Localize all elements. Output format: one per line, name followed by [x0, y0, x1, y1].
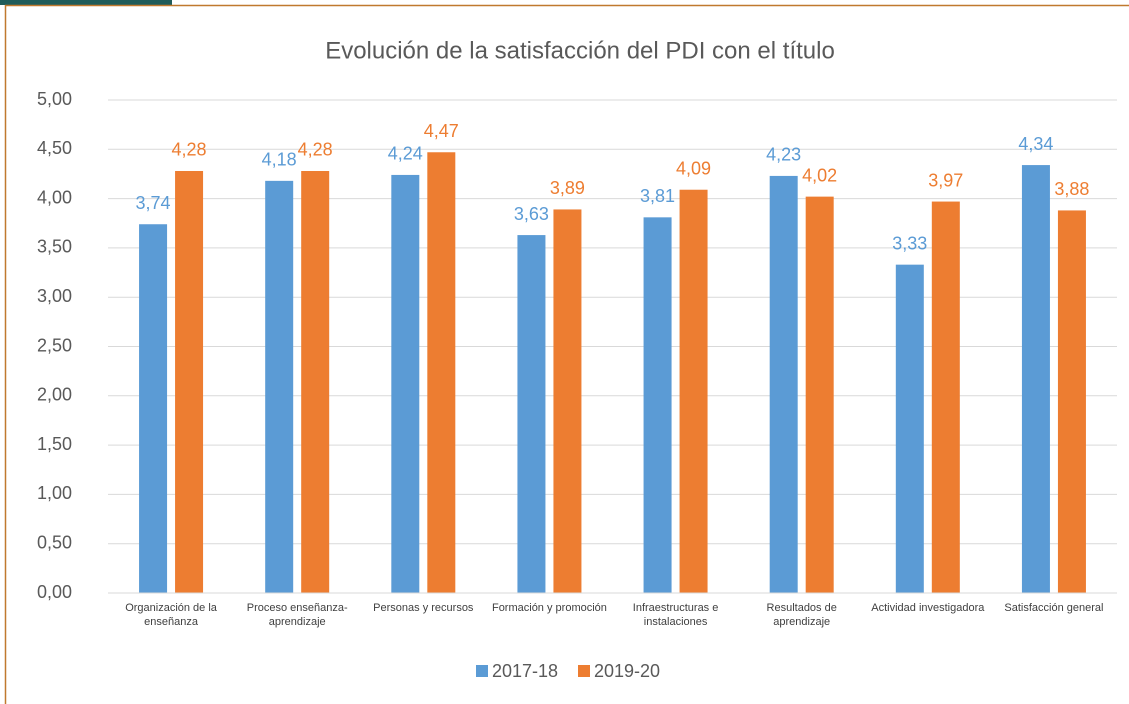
bar [1021, 165, 1050, 594]
data-label: 4,23 [766, 145, 801, 165]
data-label: 4,28 [298, 140, 333, 160]
bar [895, 264, 924, 593]
y-tick-label: 0,50 [37, 532, 72, 552]
data-label: 4,09 [676, 158, 711, 178]
bar [769, 175, 798, 593]
data-label: 4,24 [388, 144, 423, 164]
y-tick-label: 0,00 [37, 582, 72, 602]
bar [553, 209, 582, 594]
data-label: 4,02 [802, 165, 837, 185]
legend-label: 2017-18 [492, 661, 558, 681]
y-tick-label: 2,50 [37, 335, 72, 355]
data-label: 3,89 [550, 178, 585, 198]
y-tick-label: 4,50 [37, 138, 72, 158]
data-label: 3,63 [514, 204, 549, 224]
data-label: 3,33 [892, 233, 927, 253]
data-label: 4,28 [172, 140, 207, 160]
bar [301, 170, 330, 593]
y-tick-label: 3,00 [37, 286, 72, 306]
chart-title: Evolución de la satisfacción del PDI con… [325, 37, 835, 64]
bar [643, 217, 672, 594]
data-label: 3,97 [928, 170, 963, 190]
bar [175, 170, 204, 593]
bar [931, 201, 960, 594]
legend-swatch [476, 665, 488, 677]
data-label: 4,34 [1018, 134, 1053, 154]
bar [517, 235, 546, 593]
bar [139, 224, 168, 593]
x-tick-label: Organización de la enseñanza [125, 602, 217, 628]
bar [1057, 210, 1086, 593]
bar [265, 180, 294, 594]
y-tick-label: 5,00 [37, 89, 72, 109]
legend-swatch [578, 665, 590, 677]
data-label: 4,47 [424, 121, 459, 141]
x-tick-label: Infraestructuras e instalaciones [632, 602, 719, 628]
y-tick-label: 4,00 [37, 187, 72, 207]
x-tick-label: Personas y recursos [373, 602, 474, 614]
x-tick-label: Resultados de aprendizaje [766, 602, 837, 628]
x-tick-label: Satisfacción general [1004, 602, 1104, 614]
bar [679, 189, 708, 593]
data-label: 4,18 [262, 150, 297, 170]
y-tick-label: 1,50 [37, 434, 72, 454]
header-strip [0, 0, 172, 5]
y-tick-label: 3,50 [37, 237, 72, 257]
data-label: 3,88 [1054, 179, 1089, 199]
bar [427, 152, 456, 593]
legend-label: 2019-20 [594, 661, 660, 681]
data-label: 3,74 [136, 193, 171, 213]
bar [391, 174, 420, 593]
y-tick-label: 1,00 [37, 483, 72, 503]
x-tick-label: Proceso enseñanza-aprendizaje [246, 602, 348, 628]
data-label: 3,81 [640, 186, 675, 206]
x-tick-label: Formación y promoción [491, 602, 607, 614]
bar [805, 196, 834, 594]
x-tick-label: Actividad investigadora [871, 602, 985, 614]
y-tick-label: 2,00 [37, 385, 72, 405]
